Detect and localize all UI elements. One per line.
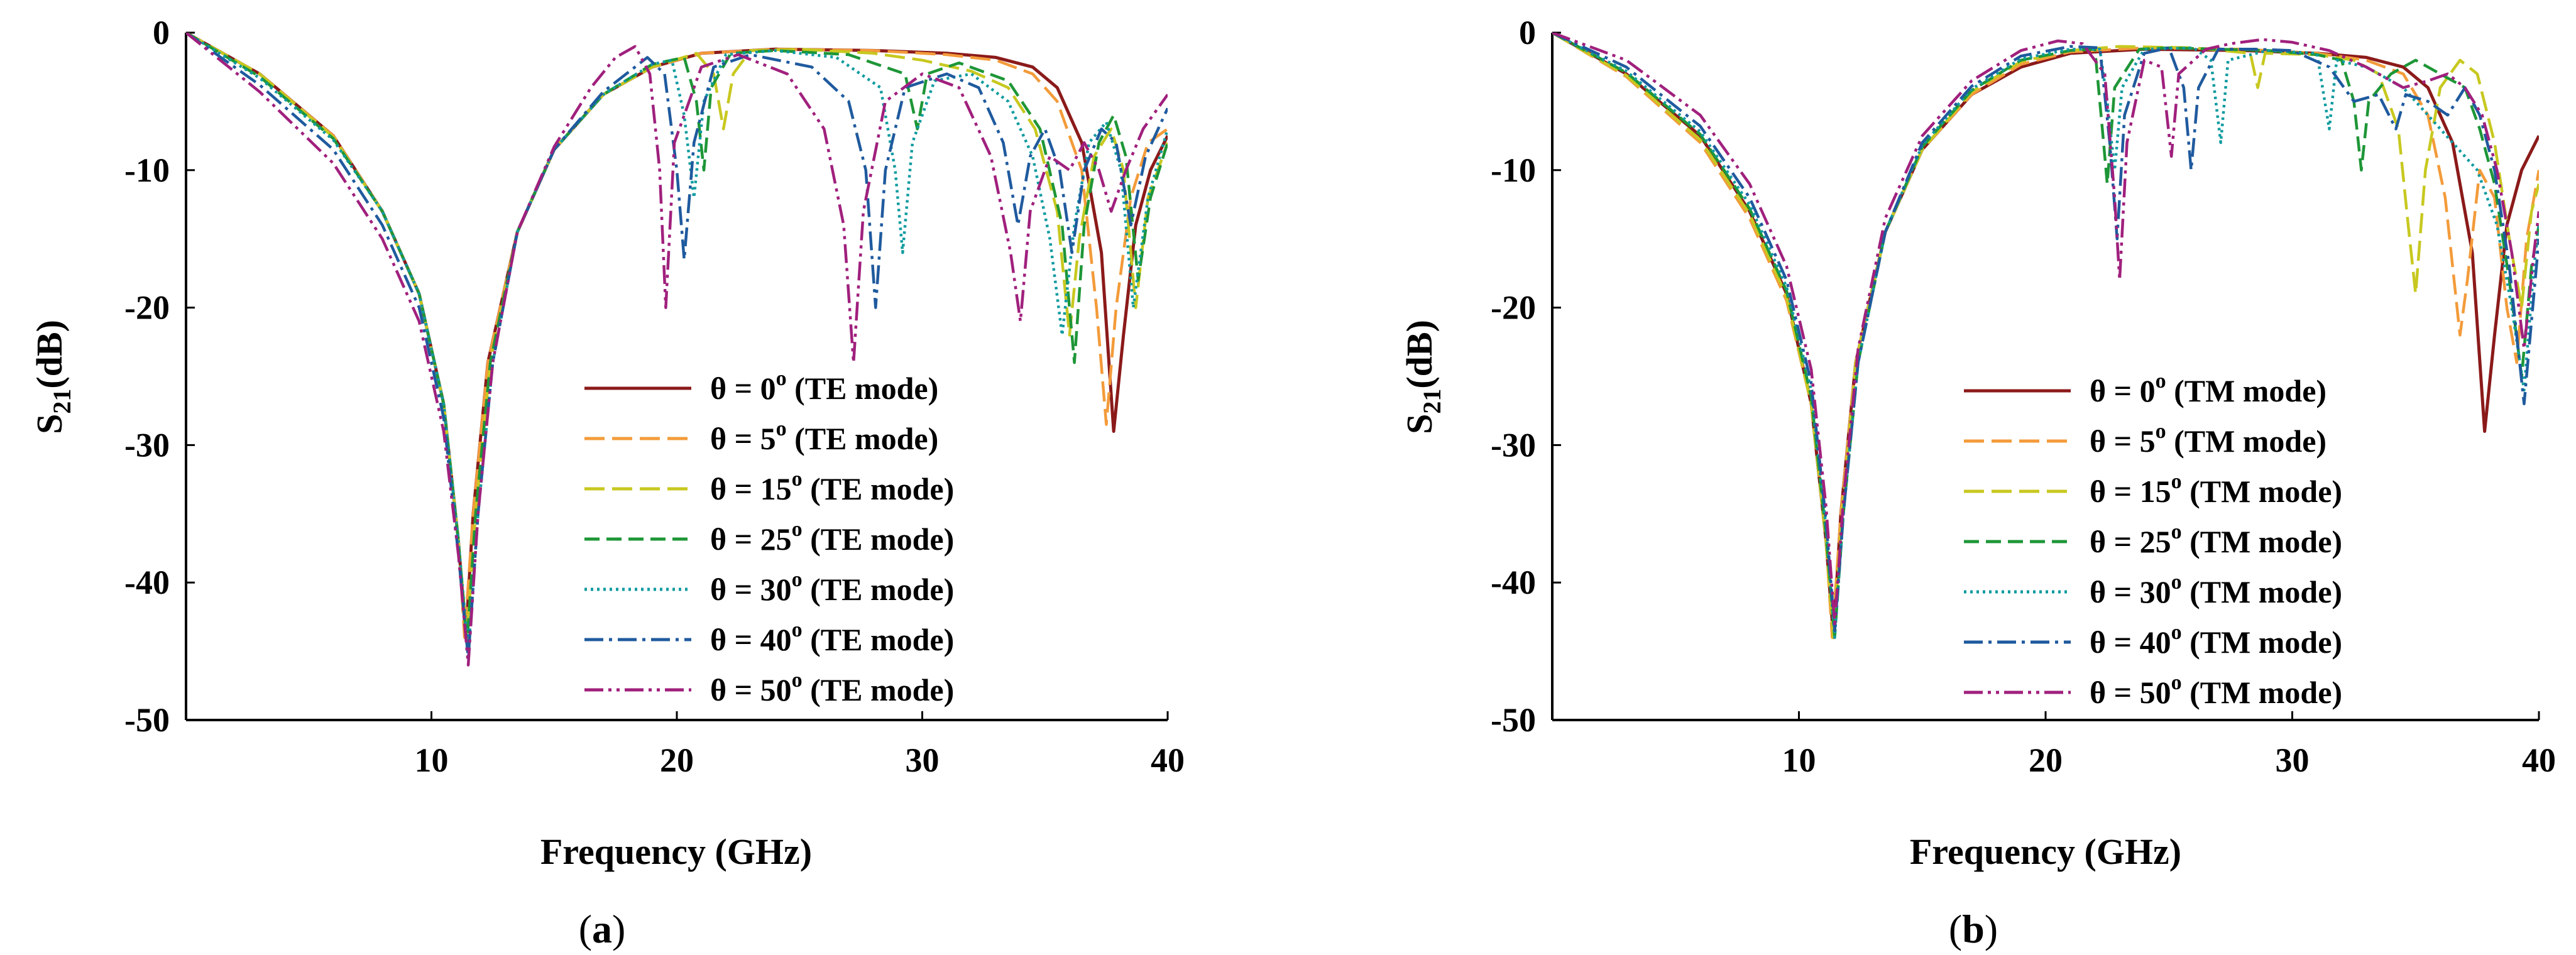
- y-tick-label: -30: [124, 426, 170, 464]
- legend-entry-label: θ = 0o (TE mode): [710, 367, 938, 406]
- legend-a: θ = 0o (TE mode) θ = 5o (TE mode) θ = 15o …: [584, 367, 954, 707]
- series-line-b-2: [1552, 33, 2539, 639]
- series-line-b-0: [1552, 33, 2539, 640]
- x-tick-label: 40: [1151, 741, 1185, 779]
- series-group-b: [1552, 33, 2539, 640]
- legend-entry-label: θ = 0o (TM mode): [2090, 369, 2327, 408]
- legend-entry-label: θ = 30o (TE mode): [710, 568, 954, 607]
- series-line-b-6: [1552, 33, 2539, 626]
- series-line-a-5: [186, 33, 1168, 660]
- panel-b-chart: 0 -10 -20 -30 -40 -50 10 20 30 40 θ = 0o (TM mod…: [1399, 14, 2556, 951]
- legend-entry-label: θ = 5o (TM mode): [2090, 420, 2327, 459]
- series-line-b-4: [1552, 33, 2539, 639]
- y-tick-label: 0: [153, 14, 170, 52]
- y-tick-label: -40: [1491, 564, 1536, 601]
- series-line-a-6: [186, 33, 1168, 667]
- legend-b: θ = 0o (TM mode) θ = 5o (TM mode) θ = 15o …: [1964, 369, 2342, 710]
- legend-entry-label: θ = 25o (TE mode): [710, 518, 954, 557]
- series-line-a-3: [186, 33, 1168, 646]
- legend-entry-label: θ = 5o (TE mode): [710, 417, 938, 456]
- legend-entry-label: θ = 15o (TM mode): [2090, 470, 2342, 509]
- series-line-a-4: [186, 33, 1168, 653]
- series-line-b-5: [1552, 33, 2539, 633]
- series-group-a: [186, 33, 1168, 667]
- series-line-a-0: [186, 33, 1168, 640]
- legend-entry-label: θ = 30o (TM mode): [2090, 570, 2342, 609]
- legend-entry-label: θ = 50o (TM mode): [2090, 671, 2342, 710]
- legend-entry-label: θ = 40o (TE mode): [710, 618, 954, 657]
- series-line-b-1: [1552, 33, 2539, 639]
- y-ticks-a: 0 -10 -20 -30 -40 -50: [124, 14, 195, 739]
- y-tick-label: -30: [1491, 426, 1536, 464]
- x-axis-title-b: Frequency (GHz): [1910, 831, 2181, 872]
- y-axis-title-b: S21(dB): [1399, 320, 1446, 434]
- x-tick-label: 20: [2029, 741, 2063, 779]
- x-ticks-a: 10 20 30 40: [415, 711, 1185, 779]
- legend-entry-label: θ = 15o (TE mode): [710, 467, 954, 506]
- y-tick-label: -10: [124, 151, 170, 189]
- y-tick-label: -20: [124, 289, 170, 327]
- y-tick-label: -50: [1491, 701, 1536, 739]
- x-tick-label: 10: [1782, 741, 1816, 779]
- x-tick-label: 20: [660, 741, 694, 779]
- x-ticks-b: 10 20 30 40: [1782, 711, 2556, 779]
- series-line-a-2: [186, 33, 1168, 639]
- legend-entry-label: θ = 40o (TM mode): [2090, 621, 2342, 660]
- y-tick-label: -40: [124, 564, 170, 601]
- series-line-b-3: [1552, 33, 2539, 639]
- y-tick-label: -10: [1491, 151, 1536, 189]
- x-tick-label: 30: [906, 741, 940, 779]
- y-tick-label: 0: [1519, 14, 1536, 52]
- x-tick-label: 10: [415, 741, 449, 779]
- panel-label-a: (a): [579, 907, 626, 951]
- legend-entry-label: θ = 50o (TE mode): [710, 668, 954, 707]
- x-axis-title-a: Frequency (GHz): [540, 831, 812, 872]
- y-tick-label: -50: [124, 701, 170, 739]
- legend-entry-label: θ = 25o (TM mode): [2090, 520, 2342, 559]
- y-ticks-b: 0 -10 -20 -30 -40 -50: [1491, 14, 1561, 739]
- y-axis-title-a: S21(dB): [29, 320, 76, 434]
- y-tick-label: -20: [1491, 289, 1536, 327]
- x-tick-label: 40: [2522, 741, 2556, 779]
- series-line-a-1: [186, 33, 1168, 639]
- panel-a-chart: 0 -10 -20 -30 -40 -50 10 20 30 40 θ = 0o (TE mod…: [29, 14, 1185, 951]
- panel-label-b: (b): [1949, 907, 1998, 951]
- x-tick-label: 30: [2276, 741, 2310, 779]
